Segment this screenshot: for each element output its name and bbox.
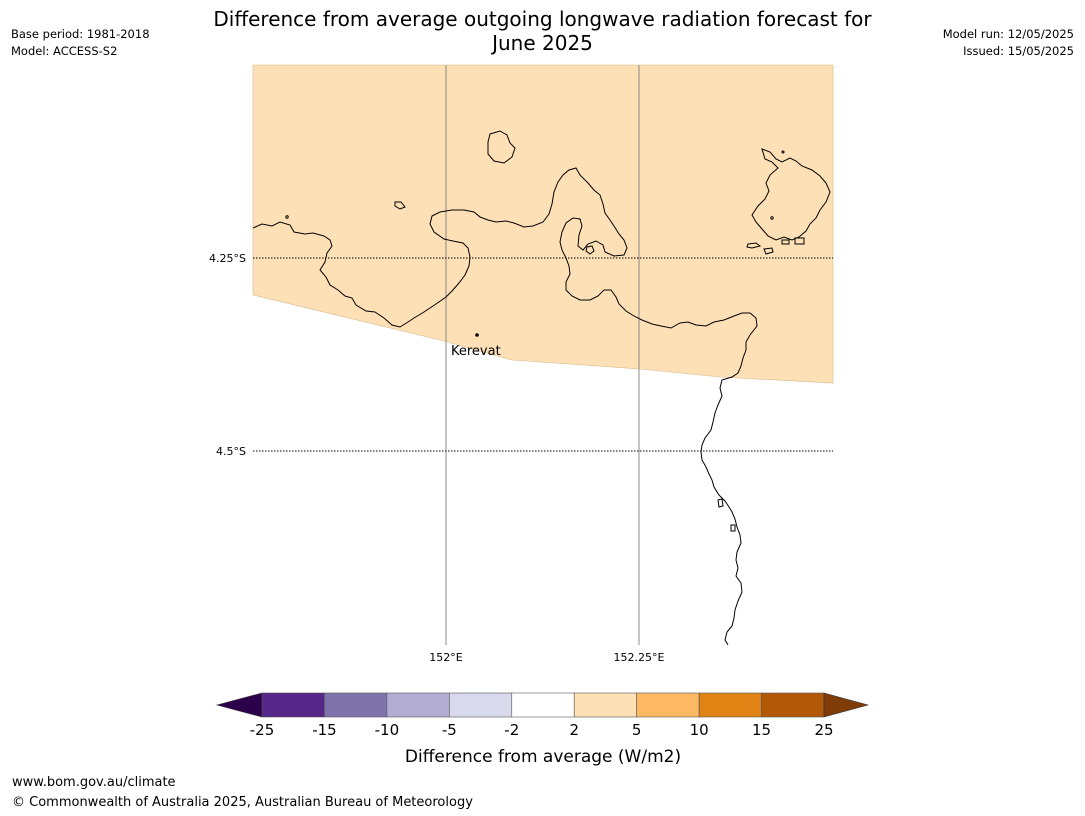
coastline-island-5 xyxy=(746,242,762,249)
kerevat-label: Kerevat xyxy=(451,344,501,359)
colorbar-tick-label: -15 xyxy=(312,721,337,739)
colorbar-tick-label: -25 xyxy=(250,721,275,739)
colorbar-tick-label: 2 xyxy=(569,721,579,739)
base-period-text: Base period: 1981-2018 xyxy=(11,27,150,41)
colorbar-swatch xyxy=(449,692,513,718)
colorbar-tick-label: 5 xyxy=(632,721,642,739)
colorbar-tick-label: -5 xyxy=(442,721,457,739)
title-line-1: Difference from average outgoing longwav… xyxy=(213,7,872,31)
issued-text: Issued: 15/05/2025 xyxy=(963,44,1074,58)
colorbar-tick-label: -10 xyxy=(375,721,400,739)
coastline-island-9 xyxy=(717,498,724,508)
colorbar-tick-label: 25 xyxy=(814,721,833,739)
islet-b xyxy=(770,216,774,220)
footer-copyright: © Commonwealth of Australia 2025, Austra… xyxy=(12,795,473,810)
colorbar-swatch xyxy=(761,692,825,718)
lat-label-4-25s: 4.25°S xyxy=(209,252,246,265)
metadata-left: Base period: 1981-2018 Model: ACCESS-S2 xyxy=(11,26,150,60)
coastline xyxy=(252,130,831,646)
islet-c xyxy=(781,150,785,154)
model-text: Model: ACCESS-S2 xyxy=(11,44,118,58)
metadata-right: Model run: 12/05/2025 Issued: 15/05/2025 xyxy=(943,26,1074,60)
coastline-island-7 xyxy=(781,239,790,245)
coastline-island-3 xyxy=(585,245,595,255)
colorbar-extend-high xyxy=(823,692,870,718)
coastline-island-2 xyxy=(394,201,406,210)
islet-a xyxy=(285,215,289,219)
coastline-main xyxy=(252,167,758,646)
kerevat-marker xyxy=(475,333,479,337)
colorbar-tick-label: 15 xyxy=(752,721,771,739)
colorbar-swatch xyxy=(573,692,637,718)
colorbar-swatch xyxy=(636,692,700,718)
lon-label-152e: 152°E xyxy=(429,651,462,664)
lat-label-4-5s: 4.5°S xyxy=(216,445,246,458)
anomaly-region xyxy=(252,64,834,384)
colorbar: -25 -15 -10 -5 -2 2 5 10 15 25 xyxy=(215,692,870,739)
colorbar-swatch xyxy=(698,692,762,718)
colorbar-swatch xyxy=(386,692,450,718)
coastline-island-8 xyxy=(794,237,805,245)
page-title: Difference from average outgoing longwav… xyxy=(0,7,1085,55)
model-run-text: Model run: 12/05/2025 xyxy=(942,27,1074,41)
colorbar-extend-low xyxy=(215,692,263,718)
colorbar-tick-label: 10 xyxy=(690,721,709,739)
footer-url: www.bom.gov.au/climate xyxy=(12,775,176,790)
coastline-island-4 xyxy=(751,148,831,241)
coastline-island-1 xyxy=(487,130,516,164)
colorbar-swatch xyxy=(324,692,388,718)
coastline-island-10 xyxy=(730,524,736,532)
lon-label-152-25e: 152.25°E xyxy=(614,651,665,664)
colorbar-swatch xyxy=(511,692,575,718)
colorbar-swatch xyxy=(261,692,325,718)
title-line-2: June 2025 xyxy=(492,31,593,55)
colorbar-tick-label: -2 xyxy=(504,721,519,739)
colorbar-title: Difference from average (W/m2) xyxy=(405,747,681,767)
coastline-island-6 xyxy=(763,247,774,255)
